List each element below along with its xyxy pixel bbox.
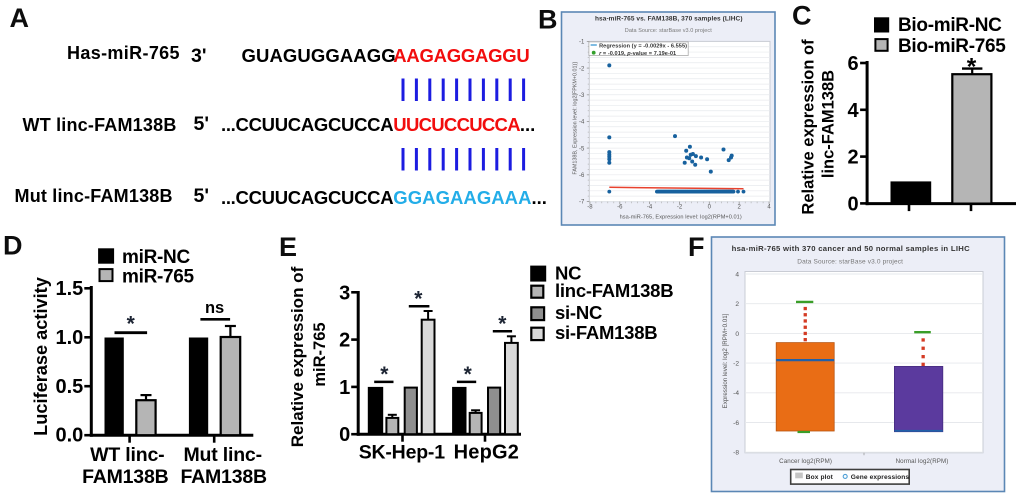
- svg-text:0: 0: [735, 331, 739, 338]
- svg-text:Relative expression of: Relative expression of: [288, 266, 307, 447]
- svg-text:miR-NC: miR-NC: [122, 247, 190, 268]
- svg-text:NC: NC: [555, 263, 581, 284]
- svg-text:FAM138B: FAM138B: [181, 466, 267, 488]
- svg-text:2: 2: [339, 330, 350, 352]
- svg-text:*: *: [380, 363, 389, 386]
- svg-text:2: 2: [847, 147, 858, 169]
- svg-text:4: 4: [847, 100, 859, 122]
- svg-text:Normal log2(RPM): Normal log2(RPM): [896, 458, 949, 465]
- svg-text:-3: -3: [579, 93, 585, 99]
- svg-text:E: E: [279, 232, 297, 262]
- svg-text:si-FAM138B: si-FAM138B: [555, 322, 657, 343]
- svg-text:Cancer log2(RPM): Cancer log2(RPM): [779, 458, 832, 465]
- svg-text:6: 6: [847, 53, 858, 75]
- svg-text:0: 0: [847, 193, 858, 215]
- svg-text:-2: -2: [733, 361, 739, 368]
- svg-text:*: *: [967, 54, 977, 81]
- svg-text:hsa-miR-765, Expression level:: hsa-miR-765, Expression level: log2(RPM+…: [620, 215, 742, 221]
- svg-text:linc-FAM138B: linc-FAM138B: [820, 70, 838, 178]
- svg-text:Mut linc-: Mut linc-: [184, 444, 262, 466]
- svg-text:si-NC: si-NC: [555, 302, 602, 323]
- svg-text:4: 4: [735, 271, 739, 278]
- svg-text:hsa-miR-765 with 370 cancer an: hsa-miR-765 with 370 cancer and 50 norma…: [732, 244, 971, 253]
- svg-text:0.0: 0.0: [55, 425, 83, 447]
- svg-text:FAM138B: FAM138B: [82, 466, 168, 488]
- svg-text:*: *: [127, 313, 136, 336]
- svg-text:r = -0.019, p-value = 7.19e-01: r = -0.019, p-value = 7.19e-01: [599, 51, 676, 57]
- svg-text:Data Source: starBase v3.0 pro: Data Source: starBase v3.0 project: [625, 28, 712, 34]
- svg-text:HepG2: HepG2: [454, 442, 519, 464]
- svg-text:-5: -5: [579, 146, 585, 152]
- svg-text:-6: -6: [733, 420, 739, 427]
- svg-text:4: 4: [767, 205, 771, 211]
- svg-text:-6: -6: [579, 173, 585, 179]
- svg-text:B: B: [538, 5, 558, 35]
- svg-text:-6: -6: [617, 205, 623, 211]
- svg-text:-8: -8: [733, 450, 739, 457]
- svg-text:-7: -7: [579, 200, 585, 206]
- svg-text:linc-FAM138B: linc-FAM138B: [555, 280, 673, 301]
- svg-text:-8: -8: [587, 205, 593, 211]
- svg-text:*: *: [414, 288, 423, 311]
- svg-text:1: 1: [339, 377, 350, 399]
- svg-text:Relative expression of: Relative expression of: [800, 39, 818, 215]
- svg-text:Regression (y = -0.0029x - 6.5: Regression (y = -0.0029x - 6.555): [599, 44, 687, 50]
- svg-text:0.5: 0.5: [55, 376, 83, 398]
- svg-text:WT linc-: WT linc-: [90, 444, 164, 466]
- svg-text:F: F: [688, 232, 705, 262]
- svg-text:Data Source: starBase v3.0 pro: Data Source: starBase v3.0 project: [797, 258, 903, 265]
- svg-text:Bio-miR-NC: Bio-miR-NC: [898, 15, 1002, 36]
- svg-text:-1: -1: [579, 40, 585, 46]
- svg-text:-2: -2: [677, 205, 683, 211]
- svg-text:Luciferase activity: Luciferase activity: [31, 276, 51, 436]
- svg-text:FAM138B, Expression level: log: FAM138B, Expression level: log2[FPKM+0.0…: [573, 62, 579, 175]
- svg-text:Gene expressions: Gene expressions: [851, 474, 910, 481]
- svg-text:2: 2: [738, 205, 742, 211]
- svg-text:-4: -4: [647, 205, 653, 211]
- svg-text:C: C: [792, 1, 812, 31]
- svg-text:Expression level: log2 [RPM+0.: Expression level: log2 [RPM+0.01]: [722, 313, 729, 408]
- svg-text:D: D: [3, 231, 23, 261]
- svg-text:Bio-miR-765: Bio-miR-765: [898, 36, 1006, 57]
- svg-text:miR-765: miR-765: [311, 322, 329, 386]
- svg-text:ns: ns: [205, 299, 224, 317]
- svg-text:1.0: 1.0: [55, 327, 83, 349]
- svg-text:-4: -4: [579, 120, 585, 126]
- svg-text:2: 2: [735, 301, 739, 308]
- svg-text:-2: -2: [579, 66, 585, 72]
- svg-text:hsa-miR-765 vs. FAM138B, 370 s: hsa-miR-765 vs. FAM138B, 370 samples (LI…: [595, 15, 743, 22]
- svg-text:miR-765: miR-765: [122, 266, 195, 287]
- svg-text:*: *: [464, 363, 473, 386]
- svg-text:3: 3: [339, 282, 350, 304]
- svg-text:1.5: 1.5: [55, 278, 83, 300]
- svg-text:*: *: [498, 313, 507, 336]
- svg-text:0: 0: [339, 424, 350, 446]
- svg-text:Box plot: Box plot: [806, 474, 834, 481]
- svg-text:SK-Hep-1: SK-Hep-1: [359, 442, 446, 464]
- svg-text:0: 0: [708, 205, 712, 211]
- svg-text:-4: -4: [733, 390, 739, 397]
